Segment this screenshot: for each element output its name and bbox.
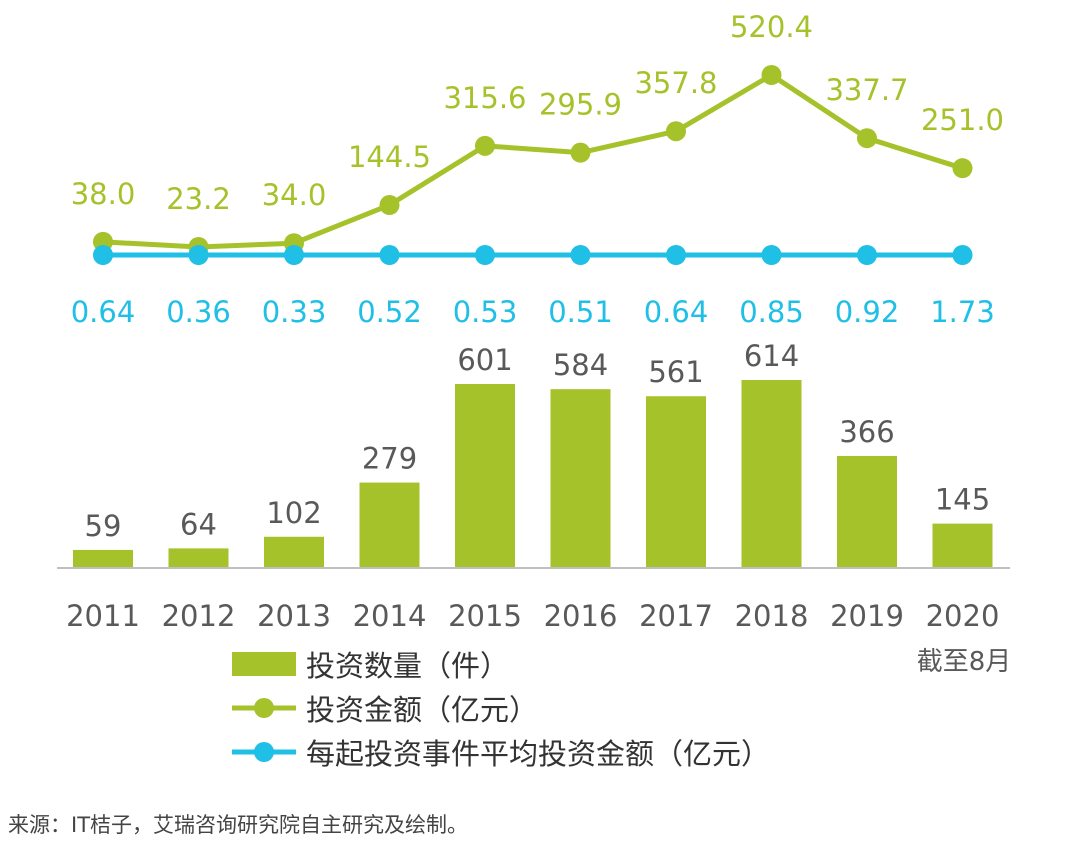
amount-label-2013: 34.0: [262, 178, 327, 212]
bar-2015: [455, 383, 515, 568]
legend-swatch-avg-marker: [254, 742, 274, 762]
bar-label-2012: 64: [180, 507, 217, 541]
bar-label-2018: 614: [744, 339, 799, 373]
bars-layer: [73, 380, 993, 568]
average-point-2019: [857, 245, 877, 265]
bar-2020: [932, 523, 993, 568]
average-label-2011: 0.64: [71, 295, 136, 329]
x-tick-2016: 2016: [544, 599, 618, 633]
bar-label-2016: 584: [553, 348, 608, 382]
legend-label-avg: 每起投资事件平均投资金额（亿元）: [306, 737, 770, 771]
x-axis-ticks: 2011 2012 2013 2014 2015 2016 2017 2018 2019 2020: [66, 599, 999, 633]
amount-point-2015: [475, 135, 495, 156]
average-label-2016: 0.51: [548, 295, 613, 329]
bar-2012: [168, 548, 229, 568]
bar-label-2017: 561: [648, 355, 703, 389]
bar-2013: [264, 536, 324, 568]
amount-label-2015: 315.6: [443, 81, 526, 115]
amount-label-2011: 38.0: [71, 177, 136, 211]
amount-label-2020: 251.0: [921, 103, 1004, 137]
average-point-2012: [188, 245, 209, 265]
bar-label-2011: 59: [85, 509, 122, 543]
amount-label-2016: 295.9: [539, 88, 622, 122]
x-tick-2020: 2020: [926, 599, 1000, 633]
amount-point-2017: [666, 121, 686, 142]
average-line-layer: 0.64 0.36 0.33 0.52 0.53 0.51 0.64 0.85 0.92 1.73: [71, 245, 995, 329]
average-label-2015: 0.53: [453, 295, 518, 329]
legend-swatch-bar: [232, 652, 296, 676]
bar-2018: [741, 380, 802, 568]
legend-label-amount: 投资金额（亿元）: [306, 693, 538, 727]
amount-label-2014: 144.5: [348, 140, 431, 174]
x-axis-note: 截至8月: [917, 647, 1012, 677]
average-label-2017: 0.64: [644, 295, 709, 329]
bar-label-2015: 601: [457, 343, 512, 377]
x-tick-2011: 2011: [66, 599, 140, 633]
x-tick-2018: 2018: [735, 599, 809, 633]
amount-label-2019: 337.7: [825, 73, 908, 107]
average-point-2018: [761, 245, 782, 265]
average-point-2014: [379, 245, 400, 265]
legend-label-bar: 投资数量（件）: [306, 649, 509, 683]
average-point-2015: [475, 245, 495, 265]
amount-point-2014: [379, 195, 400, 216]
bar-2019: [837, 455, 897, 568]
average-point-2017: [666, 245, 686, 265]
average-label-2020: 1.73: [930, 295, 995, 329]
average-point-2020: [952, 245, 973, 265]
average-point-2016: [570, 245, 591, 265]
bar-label-2019: 366: [839, 415, 894, 449]
bar-2016: [550, 389, 611, 568]
average-label-2014: 0.52: [357, 295, 422, 329]
bar-2011: [73, 549, 133, 568]
x-tick-2019: 2019: [830, 599, 904, 633]
average-label-2013: 0.33: [262, 295, 327, 329]
amount-label-2017: 357.8: [634, 66, 717, 100]
average-label-2019: 0.92: [835, 295, 900, 329]
average-point-2011: [93, 245, 113, 265]
source-note: 来源：IT桔子，艾瑞咨询研究院自主研究及绘制。: [8, 813, 468, 837]
bar-label-2020: 145: [935, 483, 990, 517]
bar-label-2013: 102: [266, 496, 321, 530]
x-tick-2013: 2013: [257, 599, 331, 633]
amount-point-2020: [952, 158, 973, 179]
x-tick-2012: 2012: [162, 599, 236, 633]
x-tick-2015: 2015: [448, 599, 522, 633]
amount-point-2018: [761, 65, 782, 85]
amount-line: [102, 72, 964, 250]
average-label-2012: 0.36: [166, 295, 231, 329]
x-tick-2014: 2014: [353, 599, 427, 633]
legend-swatch-amount-marker: [254, 698, 274, 718]
legend: 投资数量（件） 投资金额（亿元） 每起投资事件平均投资金额（亿元）: [232, 649, 770, 771]
average-point-2013: [284, 245, 304, 265]
average-label-2018: 0.85: [739, 295, 804, 329]
bar-2017: [646, 396, 706, 568]
amount-label-2012: 23.2: [166, 182, 231, 216]
amount-point-2019: [857, 128, 877, 149]
amount-line-layer: 38.0 23.2 34.0 144.5 315.6 295.9 357.8 520.4 337…: [71, 10, 1004, 257]
amount-label-2018: 520.4: [730, 10, 813, 44]
bar-2014: [359, 482, 420, 568]
x-tick-2017: 2017: [639, 599, 713, 633]
bar-label-2014: 279: [362, 442, 417, 476]
bar-value-labels: 59 64 102 279 601 584 561 614 366 145: [85, 339, 991, 543]
amount-point-2016: [570, 142, 591, 163]
